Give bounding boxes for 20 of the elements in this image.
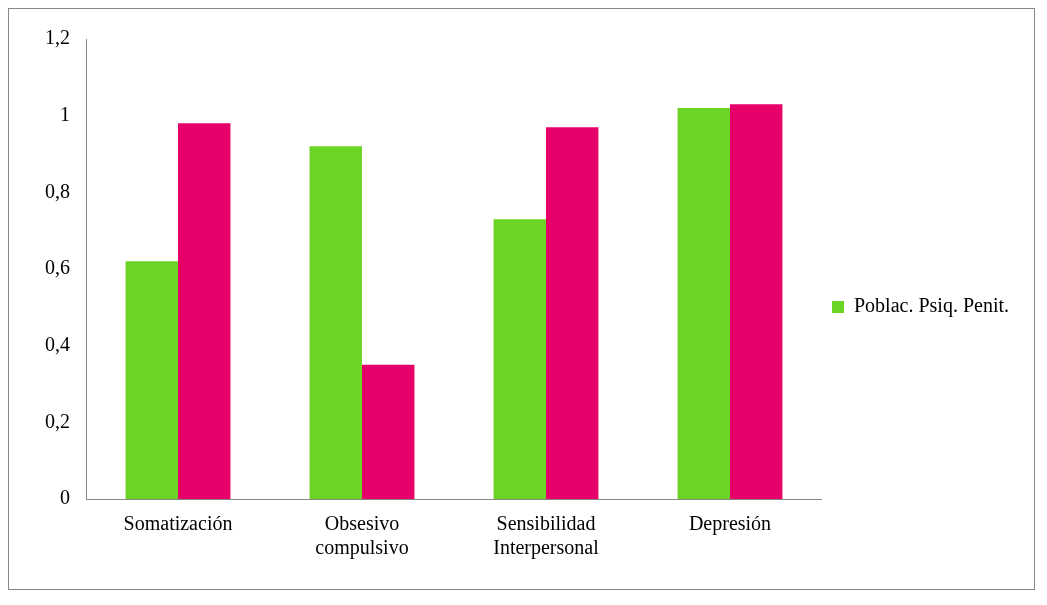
y-tick-label: 0,2	[45, 409, 70, 432]
bar	[729, 104, 783, 499]
bar	[362, 364, 415, 499]
bar	[178, 123, 231, 499]
bar	[677, 108, 730, 499]
y-tick-label: 0,6	[45, 256, 70, 279]
bar	[309, 146, 362, 499]
bar	[493, 219, 546, 499]
bar	[125, 261, 178, 499]
y-tick-label: 0,8	[45, 179, 70, 202]
y-tick-label: 1	[60, 102, 70, 125]
legend-label: Poblac. Psiq. Penit.	[853, 294, 1010, 318]
x-tick-label: Somatización	[123, 512, 233, 535]
x-tick-label: Depresión	[688, 512, 772, 536]
x-tick-label: Obsesivo compulsivo	[315, 512, 409, 560]
y-tick-label: 0,4	[45, 332, 70, 355]
x-tick-label: Sensibilidad Interpersonal	[493, 512, 600, 560]
y-tick-label: 0	[60, 486, 70, 509]
y-tick-label: 1,2	[45, 26, 70, 49]
bar	[545, 127, 599, 499]
